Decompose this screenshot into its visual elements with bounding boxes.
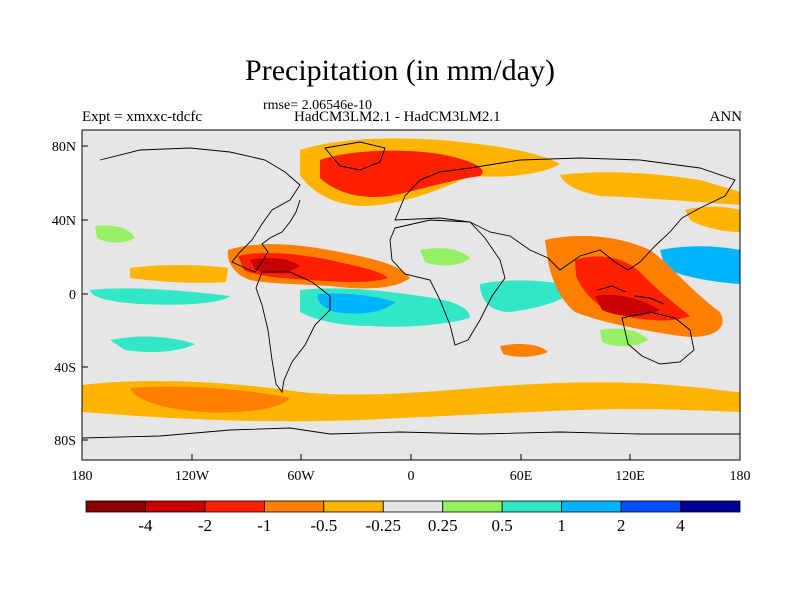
colorbar-label: -4 [138, 516, 153, 535]
colorbar: -4 -2 -1 -0.5 -0.25 0.25 0.5 1 2 4 [85, 500, 741, 535]
anomaly-north-europe [560, 172, 740, 205]
coastlines [82, 141, 740, 439]
colorbar-box [442, 500, 503, 513]
anomaly-south-indian-wet [600, 328, 648, 347]
lon-tick-label: 120W [175, 469, 210, 484]
lat-tick-label: 40S [54, 361, 76, 376]
lon-tick-label: 180 [72, 469, 93, 484]
colorbar-box [323, 500, 384, 513]
lon-tick-label: 120E [615, 469, 645, 484]
colorbar-label: 4 [676, 516, 685, 535]
colorbar-box [145, 500, 206, 513]
anomaly-south-pacific [130, 386, 290, 413]
anomaly-equatorial-pacific-wet [90, 288, 230, 305]
colorbar-box [501, 500, 563, 513]
colorbar-label: 0.5 [492, 516, 513, 535]
anomaly-south-atlantic-dry [500, 344, 548, 357]
colorbar-box [680, 500, 741, 513]
colorbar-box [561, 500, 622, 513]
coast-indonesia [597, 285, 665, 305]
coast-africa [389, 219, 506, 346]
lon-tick-label: 0 [408, 469, 415, 484]
coast-eurasia [394, 157, 736, 271]
anomaly-pacific-green [95, 225, 135, 243]
plot-title: Precipitation (in mm/day) [245, 54, 555, 87]
anomaly-south-pacific-wet [110, 336, 195, 352]
colorbar-box [204, 500, 265, 513]
anomaly-indian-ocean-wet [480, 280, 575, 312]
rmse-label: rmse= 2.06546e-10 [263, 98, 372, 113]
models-label: HadCM3LM2.1 - HadCM3LM2.1 [294, 109, 501, 125]
colorbar-box [85, 500, 146, 513]
anomaly-maritime-max [595, 294, 660, 316]
anomaly-west-pacific-wet [660, 246, 740, 284]
season-label: ANN [709, 109, 743, 125]
lat-tick-label: 40N [52, 214, 76, 229]
anomaly-north-atlantic-core [320, 150, 483, 198]
colorbar-label: -1 [257, 516, 271, 535]
colorbar-boxes [85, 500, 741, 513]
lon-tick-label: 180 [730, 469, 751, 484]
map-field [82, 130, 740, 460]
colorbar-labels: -4 -2 -1 -0.5 -0.25 0.25 0.5 1 2 4 [138, 516, 685, 535]
colorbar-box [263, 500, 325, 513]
colorbar-label: 1 [557, 516, 566, 535]
latitude-axis: 80N 40N 0 40S 80S [52, 140, 88, 449]
longitude-axis: 180 120W 60W 0 60E 120E 180 [72, 454, 751, 484]
lon-tick-label: 60W [287, 469, 315, 484]
lat-tick-label: 0 [69, 288, 76, 303]
anomaly-africa-wet [420, 248, 470, 266]
colorbar-label: -0.25 [366, 516, 401, 535]
anomaly-south-atlantic-wet-core [317, 293, 395, 314]
coast-north-america [99, 147, 301, 273]
coast-antarctica [82, 427, 740, 439]
coast-greenland [324, 141, 386, 171]
colorbar-box [382, 500, 444, 513]
colorbar-label: 0.25 [428, 516, 458, 535]
experiment-label: Expt = xmxxc-tdcfc [82, 109, 203, 125]
coast-australia [621, 311, 695, 365]
colorbar-box [620, 500, 681, 513]
anomaly-east-pacific [130, 265, 228, 283]
colorbar-label: -0.5 [310, 516, 337, 535]
lat-tick-label: 80N [52, 140, 76, 155]
coast-south-america [255, 271, 331, 394]
lon-tick-label: 60E [510, 469, 533, 484]
colorbar-label: -2 [198, 516, 212, 535]
lat-tick-label: 80S [54, 434, 76, 449]
colorbar-label: 2 [617, 516, 626, 535]
anomaly-north-pacific [685, 206, 740, 232]
